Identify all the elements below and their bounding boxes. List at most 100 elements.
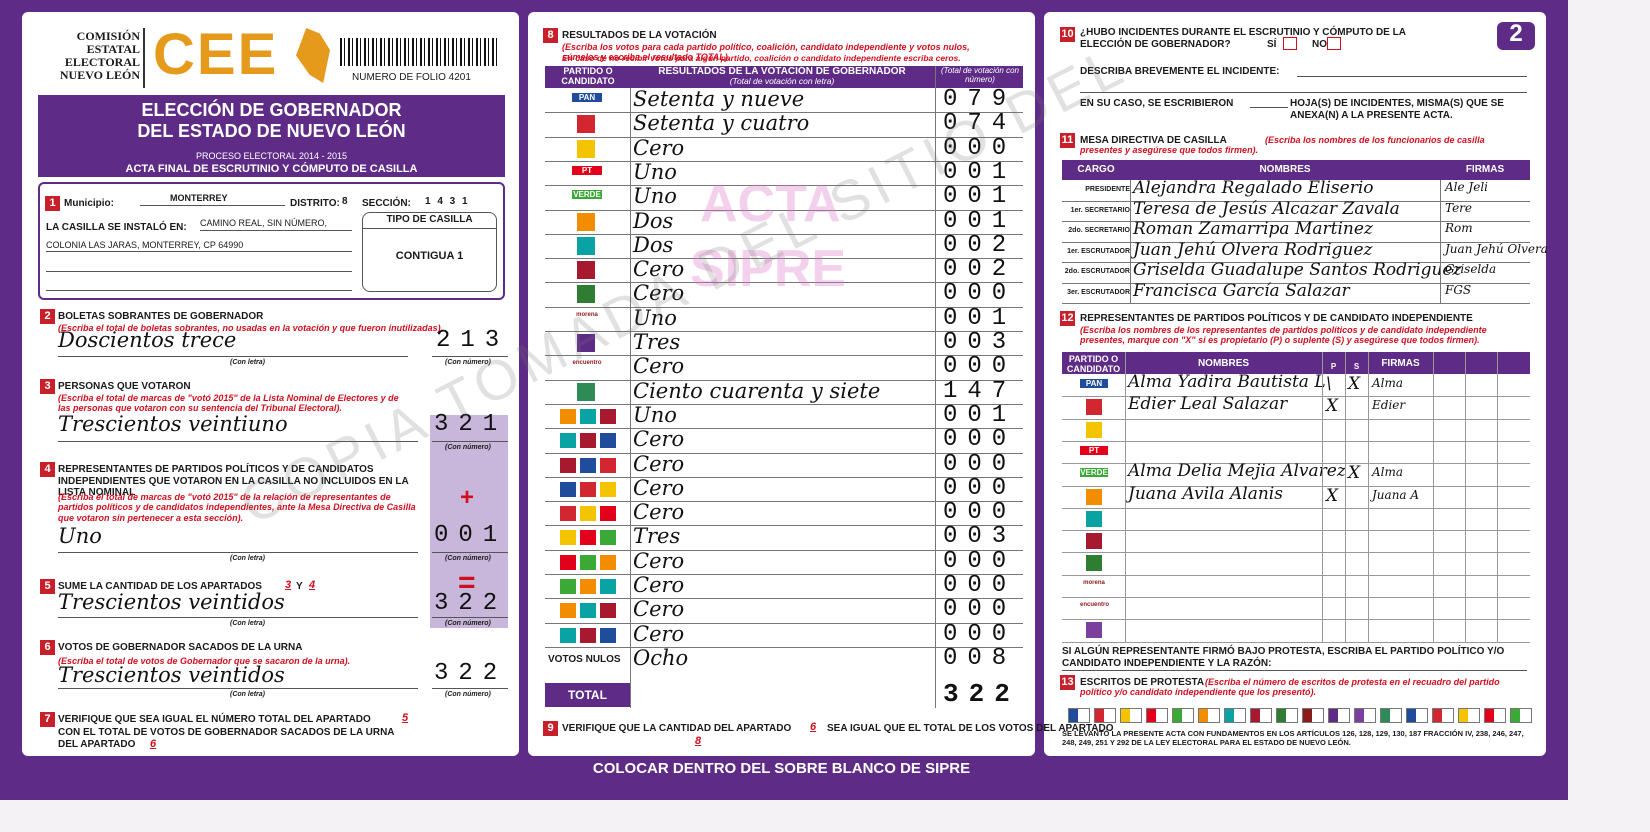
coalition-logo — [600, 481, 616, 497]
signature: Alma — [1372, 376, 1404, 390]
mark-p: \ — [1326, 374, 1332, 394]
col-header: FIRMAS — [1381, 358, 1420, 369]
coalition-logo — [560, 506, 576, 522]
col-header: (Total de votación con número) — [941, 66, 1019, 85]
coalition-logo — [560, 530, 576, 546]
stamp: ACTA — [700, 175, 841, 233]
vote-number: 001 — [943, 207, 1017, 235]
protest-box — [1458, 708, 1480, 723]
party-logo — [577, 139, 595, 158]
party-logo: PAN — [1080, 379, 1108, 389]
label: EN SU CASO, SE ESCRIBIERON — [1080, 98, 1234, 109]
footer: COLOCAR DENTRO DEL SOBRE BLANCO DE SIPRE — [592, 760, 971, 777]
rule — [545, 501, 1023, 503]
party-logo — [1086, 533, 1102, 550]
label: LA CASILLA SE INSTALÓ EN: — [46, 222, 187, 233]
protest-box — [1172, 708, 1194, 723]
col-line — [1433, 352, 1434, 642]
text: VERIFIQUE QUE LA CANTIDAD DEL APARTADO — [562, 723, 792, 734]
coalition-logo — [560, 627, 576, 643]
vote-number: 002 — [943, 231, 1017, 259]
legal: SE LEVANTÓ LA PRESENTE ACTA CON FUNDAMEN… — [1062, 729, 1524, 747]
coalition-logo — [560, 457, 576, 473]
rule — [545, 549, 1023, 551]
value: 1 4 3 1 — [425, 196, 470, 207]
ref: 8 — [695, 735, 702, 747]
rule — [1062, 463, 1530, 465]
signature: Juana A — [1372, 487, 1420, 502]
party-logo: PT — [1080, 445, 1108, 456]
rule — [545, 428, 1023, 430]
vote-words: Cero — [633, 597, 685, 622]
party-logo — [577, 115, 595, 134]
coalition-logo — [600, 627, 616, 643]
coalition-logo — [560, 433, 576, 449]
party-logo: morena — [1083, 579, 1105, 586]
section-number: 11 — [1060, 133, 1075, 148]
title: ELECCIÓN DE GOBERNADOR — [141, 100, 402, 120]
protest-box — [1328, 708, 1350, 723]
party-logo — [1086, 622, 1102, 639]
rule — [432, 617, 508, 618]
rule — [1062, 418, 1530, 420]
label: Y — [296, 581, 303, 592]
rule — [545, 160, 1023, 162]
party-logo — [577, 382, 595, 401]
coalition-logo — [600, 433, 616, 449]
vote-words: Cero — [633, 281, 685, 306]
rule — [1297, 76, 1527, 77]
rule — [545, 306, 1023, 308]
rule — [545, 331, 1023, 332]
section-number: 3 — [40, 379, 55, 394]
handwriting-number: 213 — [436, 327, 510, 354]
col-line — [1130, 180, 1131, 303]
vote-words: Ocho — [633, 645, 689, 670]
cargo: 1er. ESCRUTADOR — [1067, 247, 1130, 255]
col-header: NOMBRES — [1197, 358, 1250, 369]
col-line — [1465, 352, 1466, 642]
vote-words: Ciento cuarenta y siete — [633, 378, 881, 403]
party-logo: VERDE — [1080, 468, 1108, 478]
coalition-logo — [600, 603, 616, 619]
handwriting: Trescientos veintidos — [58, 590, 285, 614]
rule — [545, 258, 1023, 260]
protest-box — [1120, 708, 1142, 723]
signature: Edier — [1372, 398, 1406, 413]
party-logo: morena — [576, 311, 598, 318]
coalition-logo — [580, 481, 596, 497]
party-logo — [577, 334, 595, 352]
coalition-logo — [580, 554, 596, 570]
coalition-logo — [580, 627, 596, 643]
text: SEA IGUAL QUE EL TOTAL DE LOS VOTOS DEL … — [827, 723, 1114, 734]
label: NO — [1312, 39, 1327, 50]
rule — [1080, 92, 1527, 93]
coalition-logo — [600, 579, 616, 594]
note: (Escriba el total de boletas sobrantes, … — [58, 323, 444, 333]
vote-words: Cero — [633, 135, 685, 160]
official-name: Francisca García Salazar — [1133, 280, 1350, 301]
col-line — [935, 66, 936, 708]
rep-name: Edier Leal Salazar — [1128, 394, 1288, 415]
vote-words: Tres — [633, 524, 681, 549]
sheet-badge — [1497, 22, 1535, 50]
rule — [545, 233, 1023, 235]
rule — [545, 574, 1023, 575]
checkbox — [1283, 37, 1297, 50]
org-name: NUEVO LEÓN — [59, 68, 140, 82]
cargo: 3er. ESCRUTADOR — [1067, 288, 1130, 296]
signature: Alma — [1372, 465, 1404, 480]
sum-box — [430, 415, 508, 628]
col-header: CARGO — [1077, 164, 1115, 175]
signature: Ale Jeli — [1445, 180, 1489, 194]
cargo: PRESIDENTE — [1085, 186, 1130, 193]
rep-name: Alma Yadira Bautista L — [1128, 372, 1326, 392]
label: (Con número) — [445, 691, 491, 698]
protest-box — [1406, 708, 1428, 723]
col-line — [1440, 180, 1441, 303]
vote-number: 000 — [943, 280, 1017, 308]
col-line — [1345, 352, 1346, 642]
section-number: 12 — [1060, 311, 1075, 326]
protest-box — [1510, 708, 1532, 723]
vote-words: Tres — [633, 330, 681, 354]
